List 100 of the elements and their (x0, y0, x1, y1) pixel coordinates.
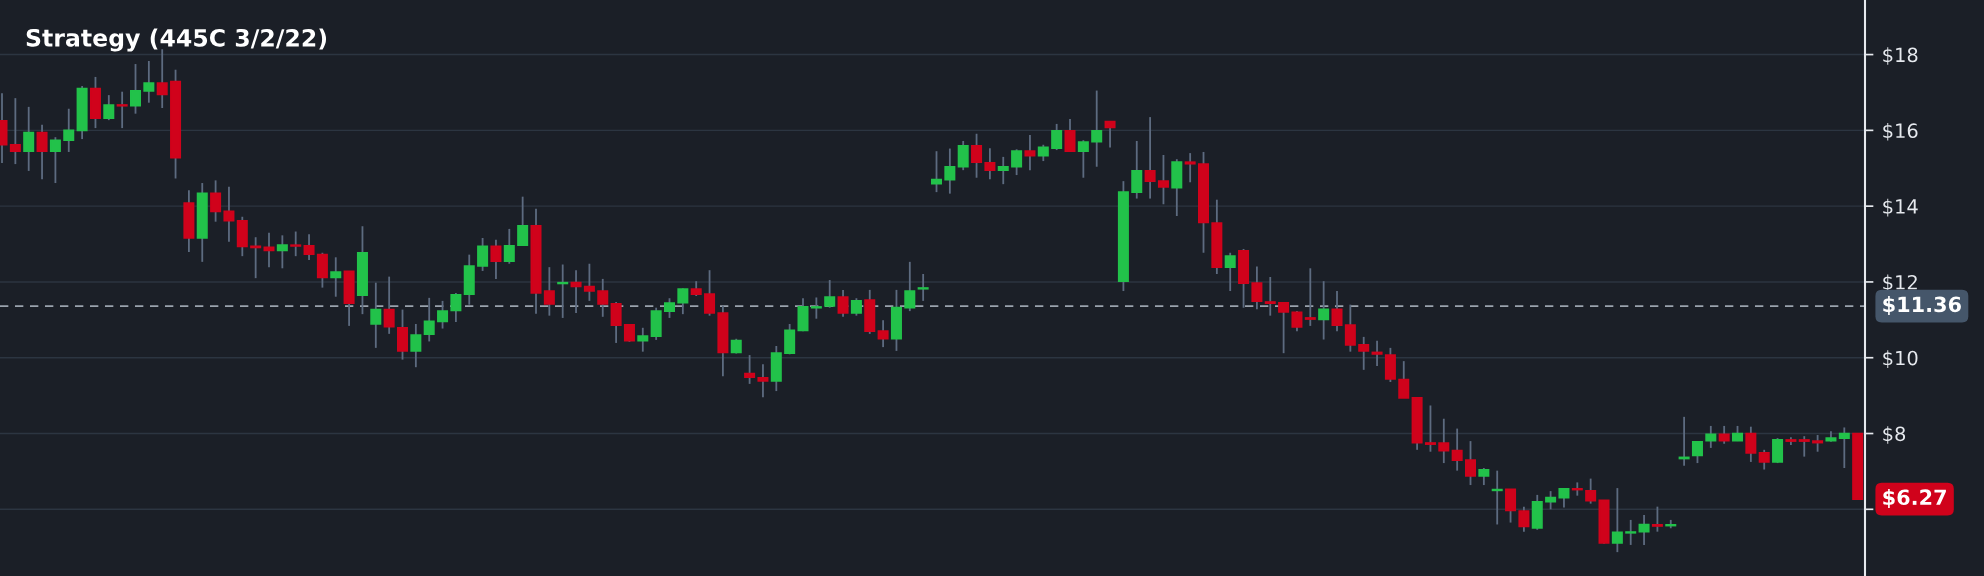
candlestick (23, 105, 35, 172)
candlestick (1625, 519, 1637, 546)
candlestick (1451, 427, 1463, 472)
candlestick (437, 299, 449, 330)
candlestick (1438, 417, 1450, 464)
candlestick (156, 48, 168, 109)
candlestick (784, 323, 796, 356)
candlestick (1157, 154, 1169, 206)
candlestick (1638, 514, 1650, 546)
y-tick-label: $18 (1883, 47, 1918, 65)
candlestick (1798, 435, 1810, 458)
candlestick (490, 238, 502, 280)
candlestick (1278, 301, 1290, 355)
candlestick (677, 287, 689, 316)
candlestick (917, 273, 929, 302)
candlestick (9, 97, 21, 165)
candlestick (250, 236, 262, 280)
candlestick (543, 266, 555, 317)
candlestick (1144, 116, 1156, 200)
candlestick (223, 185, 235, 243)
candlestick (477, 237, 489, 272)
candlestick (1011, 148, 1023, 176)
candlestick (276, 234, 288, 270)
candlestick (503, 227, 515, 265)
text: $6.27 (1883, 488, 1946, 508)
candlestick (1518, 505, 1530, 533)
candlestick (330, 256, 342, 298)
candlestick (1398, 360, 1410, 399)
candlestick (1131, 140, 1143, 200)
text: Strategy (445C 3/2/22) (26, 28, 327, 52)
candlestick (1344, 303, 1356, 353)
candlestick (143, 60, 155, 104)
candlestick (904, 260, 916, 313)
candlestick (116, 90, 128, 129)
candlestick (570, 269, 582, 314)
candlestick (1545, 490, 1557, 511)
candlestick (517, 195, 529, 247)
candlestick (837, 288, 849, 318)
candlestick (637, 326, 649, 353)
candlestick (1184, 152, 1196, 184)
candlestick (757, 363, 769, 399)
candlestick (383, 275, 395, 335)
candlestick (316, 251, 328, 289)
candlestick (1571, 481, 1583, 497)
candlestick (1318, 280, 1330, 341)
y-tick-label: $12 (1883, 274, 1917, 293)
candlestick (930, 150, 943, 194)
candlestick (1838, 426, 1850, 469)
candlestick (1651, 505, 1663, 533)
y-tick-label: $16 (1883, 122, 1918, 141)
candlestick (1611, 487, 1623, 554)
candlestick (1291, 310, 1303, 333)
ref-line-label: $11.36 (1883, 296, 1961, 315)
candlestick (1251, 265, 1263, 311)
candlestick (824, 279, 836, 309)
candlestick (1091, 89, 1103, 168)
candlestick (557, 263, 569, 319)
candlestick (1491, 469, 1503, 526)
y-tick-label: $10 (1883, 350, 1918, 368)
candlestick (1424, 404, 1436, 453)
candlestick (1358, 335, 1370, 371)
candlestick (1384, 346, 1396, 383)
y-tick-label: $14 (1883, 198, 1918, 217)
candlestick (1505, 488, 1517, 524)
candlestick (971, 132, 983, 179)
candlestick (1705, 425, 1717, 449)
candlestick (263, 231, 275, 269)
candlestick (1051, 123, 1063, 151)
candlestick (1064, 118, 1076, 153)
candlestick (797, 297, 809, 333)
candlestick (610, 301, 622, 344)
candlestick (129, 63, 142, 115)
candlestick (370, 281, 382, 349)
candlestick (1558, 487, 1570, 509)
candlestick (877, 319, 889, 349)
candlestick (303, 233, 315, 261)
candlestick (597, 278, 609, 318)
y-tick-label: $8 (1883, 426, 1906, 444)
candlestick (1331, 290, 1343, 333)
candlestick (704, 269, 716, 317)
candlestick (450, 292, 462, 324)
candlestick (103, 94, 115, 122)
candlestick (210, 179, 222, 223)
candlestick (944, 147, 956, 195)
candlestick (1745, 425, 1757, 463)
candlestick (663, 297, 676, 319)
candlestick (1585, 477, 1597, 505)
candlestick (36, 123, 48, 181)
candlestick (1264, 276, 1276, 317)
candlestick (396, 308, 409, 361)
candlestick (1104, 119, 1116, 149)
candlestick (1812, 434, 1824, 453)
candlestick (1691, 440, 1703, 464)
candlestick (1077, 139, 1089, 179)
candlestick (49, 136, 61, 184)
candlestick (957, 140, 969, 172)
candlestick (1758, 448, 1770, 471)
candlestick (423, 296, 435, 343)
candlestick (810, 296, 822, 320)
candlestick (410, 323, 422, 369)
